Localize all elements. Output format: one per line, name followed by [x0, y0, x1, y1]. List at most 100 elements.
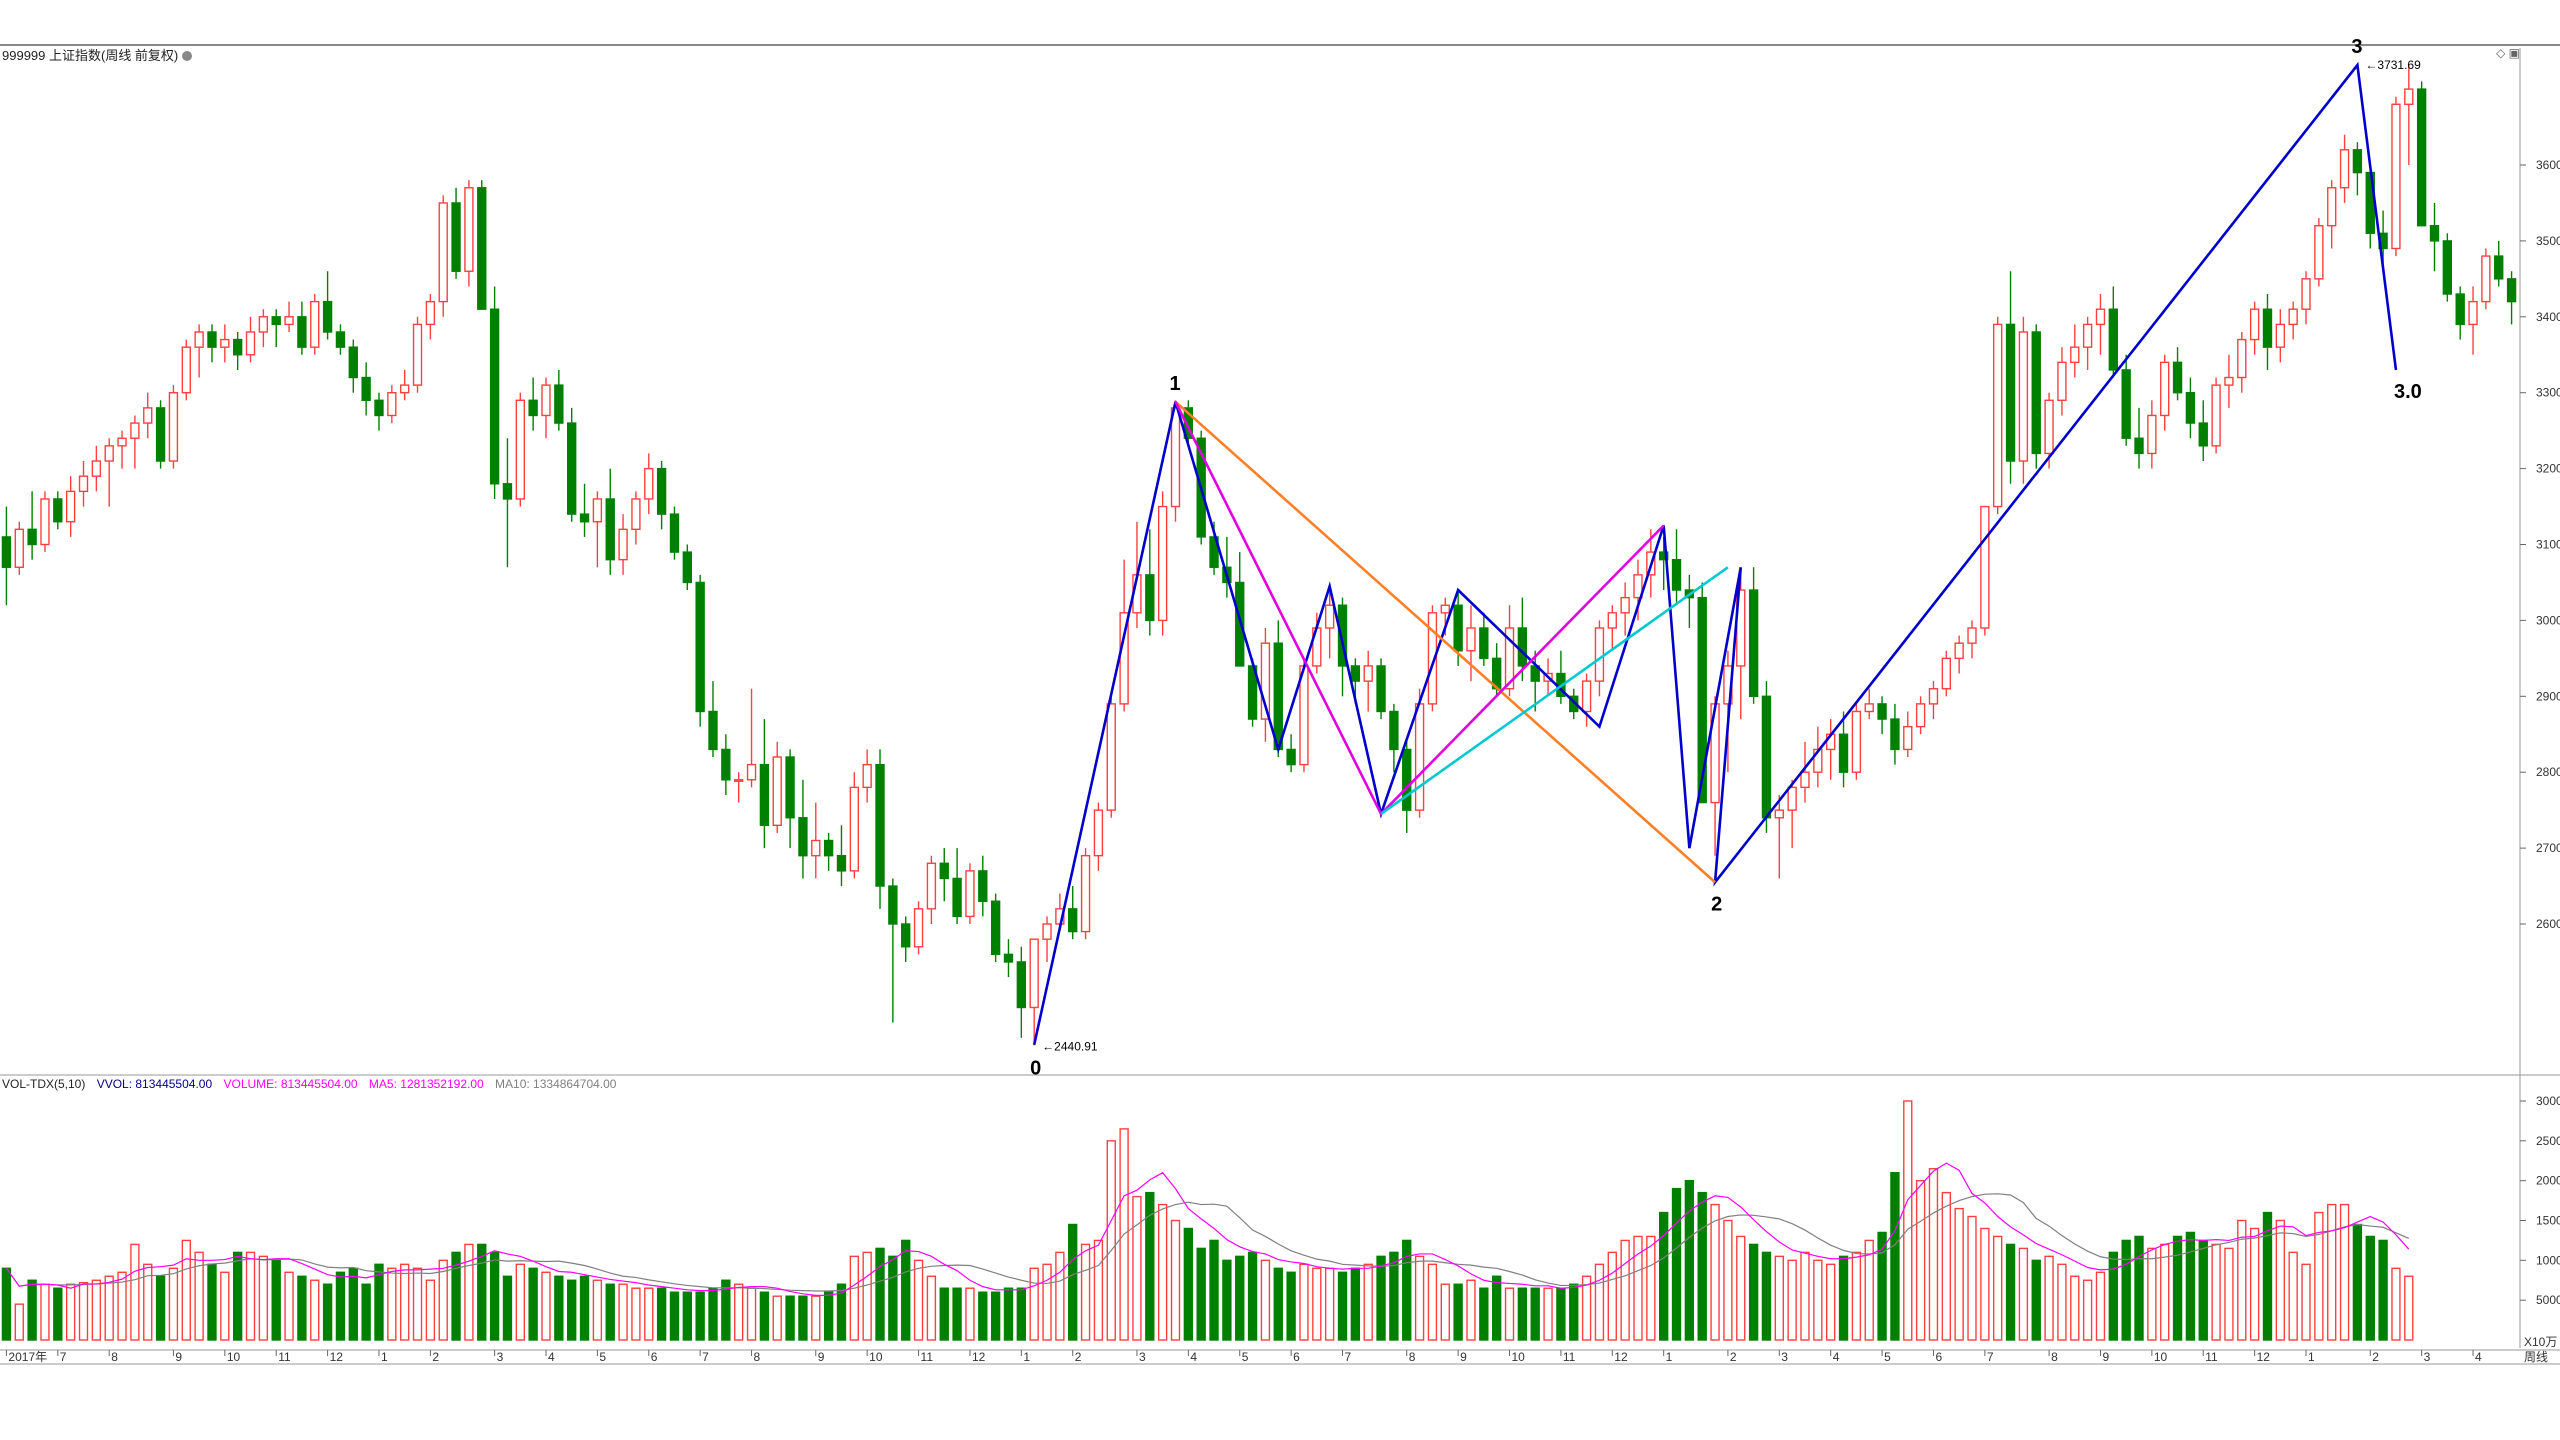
- x-tick-label: 2: [2372, 1350, 2379, 1364]
- window-icon[interactable]: ▣: [2508, 46, 2520, 60]
- candle-up: [1260, 642, 1271, 720]
- volume-bar-down: [2378, 1239, 2388, 1341]
- volume-bar-down: [361, 1283, 371, 1341]
- volume-bar-up: [1132, 1195, 1142, 1341]
- volume-bar-down: [669, 1291, 680, 1341]
- candle-up: [631, 498, 641, 531]
- candle-down: [567, 422, 577, 515]
- volume-bar-up: [2044, 1255, 2054, 1341]
- candle-down: [2416, 88, 2427, 227]
- candle-down: [1209, 536, 1219, 568]
- candle-down: [952, 877, 962, 918]
- candle-down: [554, 384, 564, 424]
- candle-down: [374, 399, 384, 417]
- price-tick-label: 2700: [2536, 841, 2560, 855]
- x-tick-label: 8: [754, 1350, 761, 1364]
- volume-bar-up: [245, 1251, 256, 1341]
- volume-bar-down: [978, 1291, 988, 1341]
- x-tick-label: 12: [330, 1350, 344, 1364]
- diamond-icon[interactable]: ◇: [2496, 46, 2506, 60]
- volume-bar-down: [1389, 1251, 1399, 1341]
- x-tick-label: 12: [1614, 1350, 1628, 1364]
- candle-down: [528, 399, 538, 417]
- candle-down: [1350, 665, 1361, 682]
- volume-bar-up: [1993, 1235, 2003, 1341]
- candle-up: [1954, 642, 1964, 660]
- volume-bar-up: [1504, 1287, 1515, 1341]
- volume-bar-up: [1915, 1179, 1926, 1341]
- volume-bar-up: [1299, 1263, 1309, 1341]
- volume-bar-up: [1710, 1203, 1720, 1341]
- candle-down: [1479, 627, 1489, 660]
- volume-bar-up: [926, 1275, 937, 1341]
- volume-bar-down: [1402, 1239, 1412, 1341]
- candle-down: [798, 817, 808, 857]
- candle-down: [1337, 604, 1348, 667]
- candle-down: [1877, 703, 1887, 720]
- volume-bar-down: [1530, 1287, 1540, 1341]
- volume-header: VOL-TDX(5,10) VVOL: 813445504.00 VOLUME:…: [2, 1077, 624, 1091]
- candle-up: [245, 331, 256, 356]
- volume-bar-down: [2365, 1235, 2375, 1341]
- volume-bar-down: [1556, 1287, 1566, 1341]
- volume-bar-up: [258, 1255, 269, 1341]
- settings-dot-icon[interactable]: [182, 51, 193, 61]
- candle-up: [1029, 938, 1039, 1009]
- candle-up: [194, 331, 204, 348]
- candle-up: [1363, 665, 1373, 682]
- candle-up: [168, 392, 179, 462]
- volume-bar-down: [155, 1275, 166, 1341]
- ma5-value: MA5: 1281352192.00: [368, 1077, 484, 1091]
- candle-down: [53, 498, 63, 523]
- wave-point-label: 3.0: [2394, 381, 2422, 403]
- volume-bar-down: [2185, 1231, 2196, 1341]
- volume-bar-up: [515, 1263, 525, 1341]
- volume-bar-down: [567, 1279, 577, 1341]
- volume-bar-up: [1967, 1215, 1977, 1341]
- volume-bar-up: [181, 1239, 191, 1341]
- volume-bar-up: [1093, 1239, 1104, 1341]
- candle-up: [2327, 187, 2337, 227]
- x-tick-label: 11: [1563, 1350, 1576, 1364]
- volume-bar-down: [823, 1291, 834, 1341]
- candle-up: [1042, 923, 1052, 940]
- volume-bar-up: [1954, 1207, 1964, 1341]
- volume-bar-up: [1543, 1287, 1553, 1341]
- candle-up: [220, 338, 230, 348]
- price-tick-label: 3400: [2536, 310, 2560, 324]
- volume-bar-down: [2172, 1235, 2183, 1341]
- volume-bar-down: [1838, 1255, 1849, 1341]
- volume-bar-up: [14, 1303, 24, 1341]
- volume-bar-down: [1, 1267, 12, 1341]
- volume-bar-up: [2391, 1267, 2401, 1341]
- volume-ma10-line: [5, 1193, 2410, 1292]
- candle-up: [387, 392, 397, 417]
- volume-bar-up: [2070, 1275, 2080, 1341]
- candle-down: [901, 923, 911, 948]
- volume-bar-up: [2275, 1219, 2286, 1341]
- volume-bar-down: [297, 1275, 307, 1341]
- volume-bar-down: [875, 1247, 885, 1341]
- volume-bar-down: [1337, 1271, 1348, 1341]
- chart-title: 999999 上证指数(周线 前复权): [2, 45, 193, 64]
- volume-bar-down: [1222, 1259, 1232, 1341]
- candle-down: [1402, 748, 1412, 811]
- volume-bar-up: [1774, 1255, 1784, 1341]
- candle-down: [888, 885, 898, 925]
- candle-up: [849, 786, 860, 872]
- volume-bar-down: [721, 1279, 731, 1341]
- price-tick-label: 3300: [2536, 386, 2560, 400]
- volume-bar-up: [1813, 1259, 1823, 1341]
- volume-bar-down: [901, 1239, 911, 1341]
- price-tick-label: 2600: [2536, 917, 2560, 931]
- price-tick-label: 3100: [2536, 538, 2560, 552]
- candle-down: [1016, 961, 1027, 1009]
- candle-up: [1106, 703, 1116, 811]
- candle-up: [2314, 225, 2324, 280]
- volume-bar-up: [913, 1259, 924, 1341]
- candle-up: [412, 323, 423, 386]
- wave-point-label: 3: [2351, 36, 2362, 58]
- candle-up: [1633, 574, 1643, 599]
- candle-up: [1157, 505, 1168, 622]
- volume-bar-down: [502, 1275, 513, 1341]
